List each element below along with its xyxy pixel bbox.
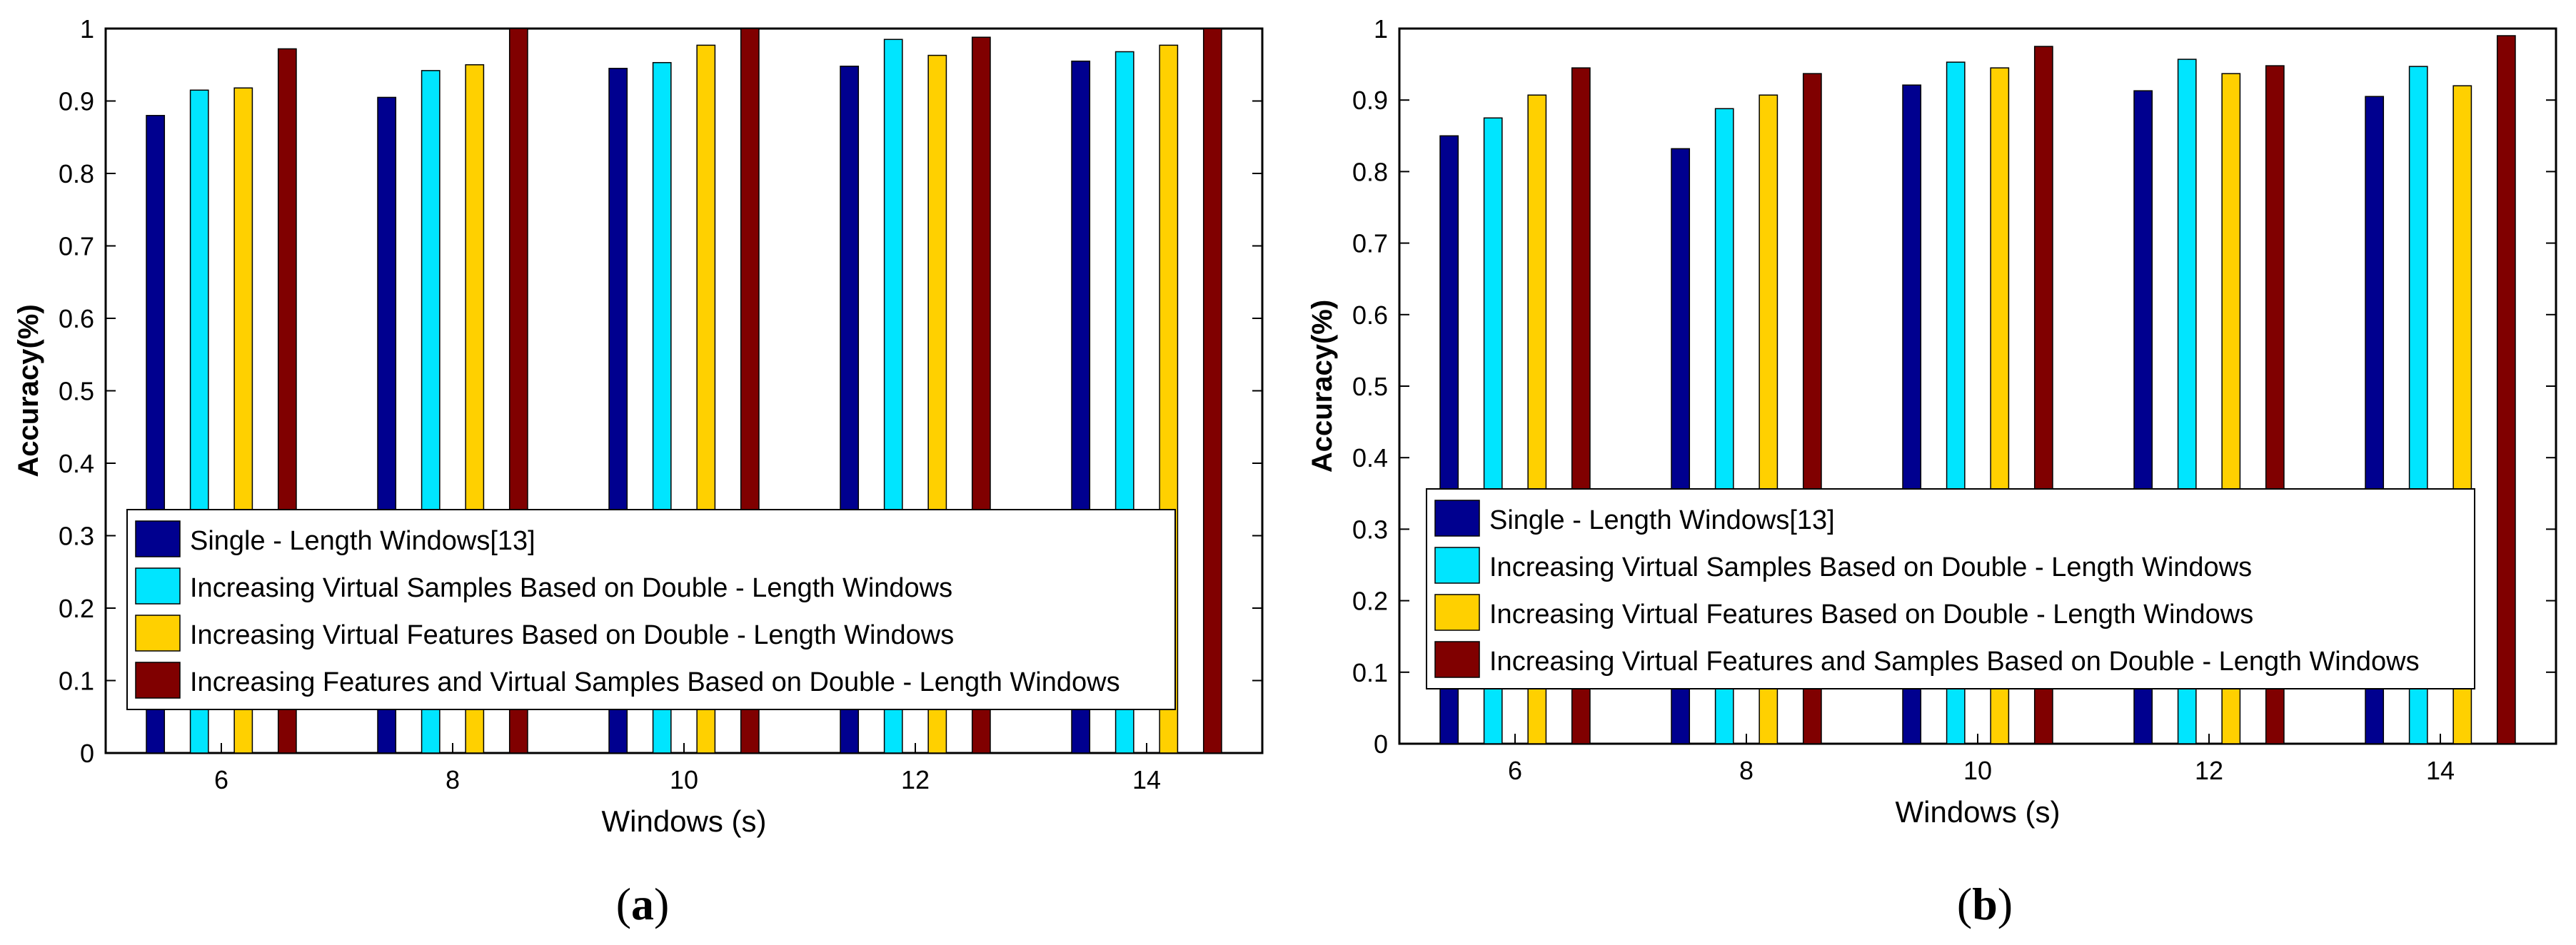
y-tick-label: 0.5 (59, 377, 94, 406)
legend: Single - Length Windows[13] Increasing Vi… (126, 509, 1176, 710)
x-tick-label: 12 (2195, 756, 2223, 785)
y-tick-label: 0.5 (1352, 372, 1388, 401)
legend-swatch (135, 662, 181, 699)
x-tick-label: 10 (1963, 756, 1992, 785)
y-tick-label: 0.3 (59, 522, 94, 551)
y-tick-label: 0.6 (1352, 300, 1388, 330)
y-axis-label: Accuracy(%) (1307, 300, 1338, 472)
legend-swatch (1434, 547, 1480, 584)
bar (1202, 28, 1222, 754)
panel-a-chart: 0 0.1 0.2 0.3 0.4 0.5 0.6 0.7 0.8 0.9 1 6 8 10 12 14 Win… (13, 14, 1264, 929)
y-tick-label: 0.7 (1352, 229, 1388, 258)
y-tick-label: 0.4 (59, 449, 94, 478)
x-axis-label: Windows (s) (601, 804, 766, 838)
x-tick-label: 12 (901, 765, 930, 794)
y-tick-label: 0.7 (59, 232, 94, 261)
legend-swatch (135, 520, 181, 557)
y-tick-label: 0.3 (1352, 515, 1388, 544)
x-tick-label: 8 (1739, 756, 1754, 785)
legend-swatch (135, 567, 181, 605)
y-axis-label: Accuracy(%) (13, 304, 44, 477)
legend-box (126, 509, 1176, 710)
legend-box (1426, 488, 2475, 689)
y-tick-label: 0.2 (59, 594, 94, 623)
panel-b-chart: 0 0.1 0.2 0.3 0.4 0.5 0.6 0.7 0.8 0.9 1 6 8 10 12 14 Win… (1307, 14, 2557, 929)
y-tick-label: 0.8 (1352, 157, 1388, 186)
legend-label: Increasing Virtual Samples Based on Doub… (190, 573, 952, 603)
legend-swatch (1434, 594, 1480, 631)
y-tick-label: 0.2 (1352, 587, 1388, 616)
x-tick-label: 14 (1132, 765, 1161, 794)
x-tick-label: 6 (214, 765, 228, 794)
x-tick-label: 10 (670, 765, 698, 794)
legend-label: Increasing Virtual Features Based on Dou… (190, 620, 954, 650)
legend-label: Increasing Virtual Samples Based on Doub… (1489, 552, 2252, 582)
legend-label: Increasing Virtual Features and Samples … (1489, 647, 2420, 677)
x-tick-label: 8 (446, 765, 460, 794)
y-tick-label: 0.1 (59, 667, 94, 696)
legend-label: Increasing Virtual Features Based on Dou… (1489, 600, 2253, 630)
bar (2496, 35, 2516, 744)
y-tick-label: 1 (1374, 14, 1388, 44)
legend-swatch (1434, 641, 1480, 678)
x-tick-label: 14 (2426, 756, 2455, 785)
panel-caption: (a) (616, 879, 670, 929)
y-tick-label: 0.9 (59, 87, 94, 116)
y-tick-label: 0 (1374, 729, 1388, 759)
y-tick-label: 1 (80, 14, 94, 44)
x-axis-label: Windows (s) (1895, 795, 2060, 829)
y-tick-label: 0.9 (1352, 86, 1388, 115)
y-tick-label: 0.1 (1352, 658, 1388, 687)
legend-label: Single - Length Windows[13] (1489, 505, 1835, 535)
y-tick-label: 0.8 (59, 159, 94, 188)
x-tick-label: 6 (1508, 756, 1522, 785)
legend-swatch (1434, 500, 1480, 537)
y-tick-label: 0.6 (59, 304, 94, 333)
legend: Single - Length Windows[13] Increasing Vi… (1426, 488, 2475, 689)
panel-caption: (b) (1957, 879, 2013, 929)
legend-label: Single - Length Windows[13] (190, 526, 535, 556)
legend-swatch (135, 615, 181, 652)
y-tick-label: 0 (80, 739, 94, 768)
legend-label: Increasing Features and Virtual Samples … (190, 667, 1120, 697)
y-tick-label: 0.4 (1352, 443, 1388, 472)
